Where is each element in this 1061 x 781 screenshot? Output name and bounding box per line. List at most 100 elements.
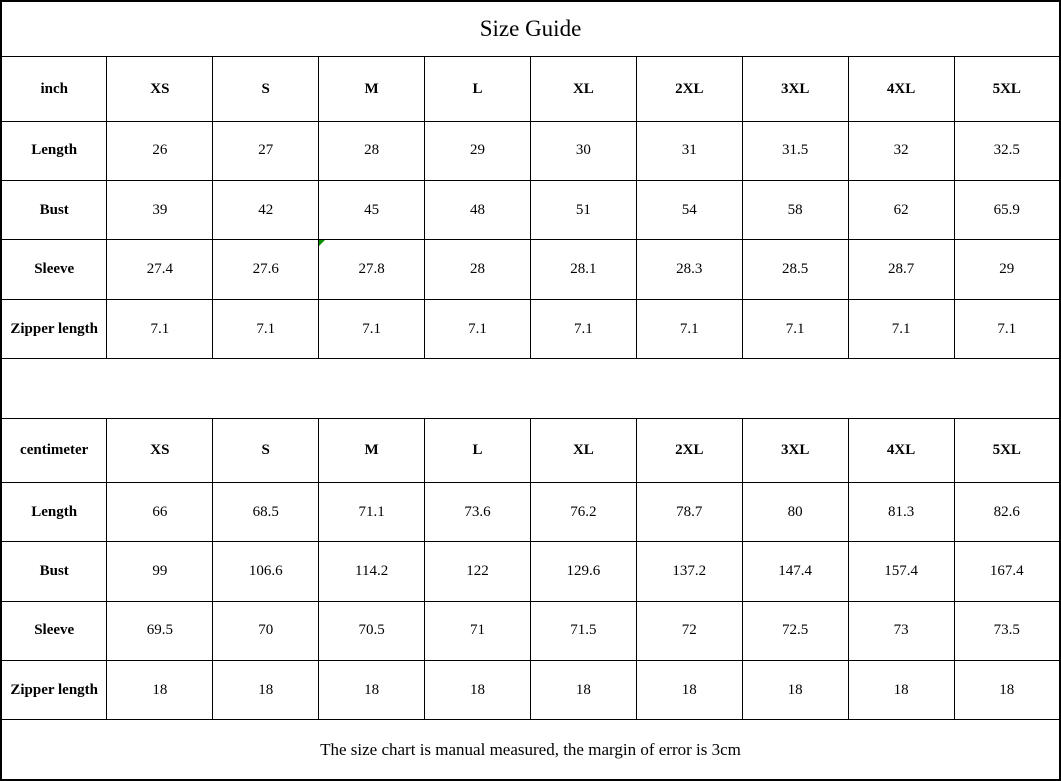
inch-bust-row: Bust 39 42 45 48 51 54 58 62 65.9	[0, 180, 1061, 241]
table-cell: 7.1	[424, 298, 531, 360]
spacer-cell	[0, 358, 1061, 419]
inch-header-row: inch XS S M L XL 2XL 3XL 4XL 5XL	[0, 56, 1061, 122]
table-cell: 28.7	[847, 239, 955, 300]
table-cell: 66	[106, 482, 214, 543]
table-cell: 78.7	[635, 482, 743, 543]
table-cell: 7.1	[741, 298, 849, 360]
size-header-xs: XS	[106, 417, 214, 484]
table-cell: 58	[741, 180, 849, 241]
row-label: Bust	[0, 180, 108, 241]
table-cell: 137.2	[635, 541, 743, 602]
cm-length-row: Length 66 68.5 71.1 73.6 76.2 78.7 80 81…	[0, 482, 1061, 543]
table-cell: 147.4	[741, 541, 849, 602]
table-cell: 7.1	[106, 298, 214, 360]
inch-sleeve-row: Sleeve 27.4 27.6 27.8 28 28.1 28.3 28.5 …	[0, 239, 1061, 300]
table-cell: 28.1	[529, 239, 637, 300]
size-header-xs: XS	[106, 56, 214, 122]
table-cell: 29	[424, 120, 531, 182]
table-cell: 68.5	[212, 482, 320, 543]
table-cell: 32	[847, 120, 955, 182]
table-cell: 26	[106, 120, 214, 182]
table-cell: 54	[635, 180, 743, 241]
table-cell: 71	[424, 600, 531, 662]
table-cell: 18	[318, 660, 426, 721]
table-cell: 167.4	[953, 541, 1061, 602]
size-header-4xl: 4XL	[847, 56, 955, 122]
table-cell: 99	[106, 541, 214, 602]
table-cell: 80	[741, 482, 849, 543]
table-cell: 157.4	[847, 541, 955, 602]
table-cell: 7.1	[529, 298, 637, 360]
table-cell: 18	[529, 660, 637, 721]
row-label: Bust	[0, 541, 108, 602]
size-header-s: S	[212, 417, 320, 484]
size-header-m: M	[318, 417, 426, 484]
row-label: Sleeve	[0, 600, 108, 662]
size-header-s: S	[212, 56, 320, 122]
table-cell: 27.6	[212, 239, 320, 300]
table-cell: 70	[212, 600, 320, 662]
table-cell: 73	[847, 600, 955, 662]
table-cell: 28.5	[741, 239, 849, 300]
inch-unit-header: inch	[0, 56, 108, 122]
table-cell: 28	[424, 239, 531, 300]
size-header-2xl: 2XL	[635, 417, 743, 484]
table-cell: 39	[106, 180, 214, 241]
table-cell: 62	[847, 180, 955, 241]
table-cell-with-error-marker: 27.8	[318, 239, 426, 300]
table-cell: 18	[212, 660, 320, 721]
table-cell: 72	[635, 600, 743, 662]
table-cell: 45	[318, 180, 426, 241]
table-cell: 82.6	[953, 482, 1061, 543]
cm-bust-row: Bust 99 106.6 114.2 122 129.6 137.2 147.…	[0, 541, 1061, 602]
row-label: Zipper length	[0, 298, 108, 360]
size-header-2xl: 2XL	[635, 56, 743, 122]
cell-value: 27.8	[358, 261, 385, 278]
table-cell: 18	[106, 660, 214, 721]
size-header-l: L	[424, 417, 531, 484]
table-cell: 28.3	[635, 239, 743, 300]
table-cell: 18	[741, 660, 849, 721]
table-cell: 81.3	[847, 482, 955, 543]
table-cell: 73.6	[424, 482, 531, 543]
size-header-5xl: 5XL	[953, 417, 1061, 484]
cm-unit-header: centimeter	[0, 417, 108, 484]
table-cell: 65.9	[953, 180, 1061, 241]
size-header-3xl: 3XL	[741, 56, 849, 122]
table-cell: 129.6	[529, 541, 637, 602]
row-label: Zipper length	[0, 660, 108, 721]
table-cell: 18	[635, 660, 743, 721]
inch-zipper-row: Zipper length 7.1 7.1 7.1 7.1 7.1 7.1 7.…	[0, 298, 1061, 360]
table-cell: 7.1	[847, 298, 955, 360]
table-cell: 7.1	[635, 298, 743, 360]
table-cell: 7.1	[318, 298, 426, 360]
size-header-4xl: 4XL	[847, 417, 955, 484]
cm-zipper-row: Zipper length 18 18 18 18 18 18 18 18 18	[0, 660, 1061, 721]
table-cell: 73.5	[953, 600, 1061, 662]
table-cell: 106.6	[212, 541, 320, 602]
table-cell: 76.2	[529, 482, 637, 543]
size-header-5xl: 5XL	[953, 56, 1061, 122]
excel-error-triangle-icon	[319, 240, 326, 247]
table-cell: 72.5	[741, 600, 849, 662]
table-cell: 18	[424, 660, 531, 721]
table-cell: 18	[847, 660, 955, 721]
table-cell: 28	[318, 120, 426, 182]
table-cell: 71.5	[529, 600, 637, 662]
table-cell: 32.5	[953, 120, 1061, 182]
spacer-row	[0, 358, 1061, 419]
table-cell: 70.5	[318, 600, 426, 662]
size-header-xl: XL	[529, 417, 637, 484]
size-header-3xl: 3XL	[741, 417, 849, 484]
title-row: Size Guide	[0, 0, 1061, 58]
size-header-xl: XL	[529, 56, 637, 122]
table-cell: 48	[424, 180, 531, 241]
table-cell: 27.4	[106, 239, 214, 300]
table-cell: 51	[529, 180, 637, 241]
table-cell: 7.1	[953, 298, 1061, 360]
table-cell: 42	[212, 180, 320, 241]
table-cell: 7.1	[212, 298, 320, 360]
footer-row: The size chart is manual measured, the m…	[0, 719, 1061, 781]
